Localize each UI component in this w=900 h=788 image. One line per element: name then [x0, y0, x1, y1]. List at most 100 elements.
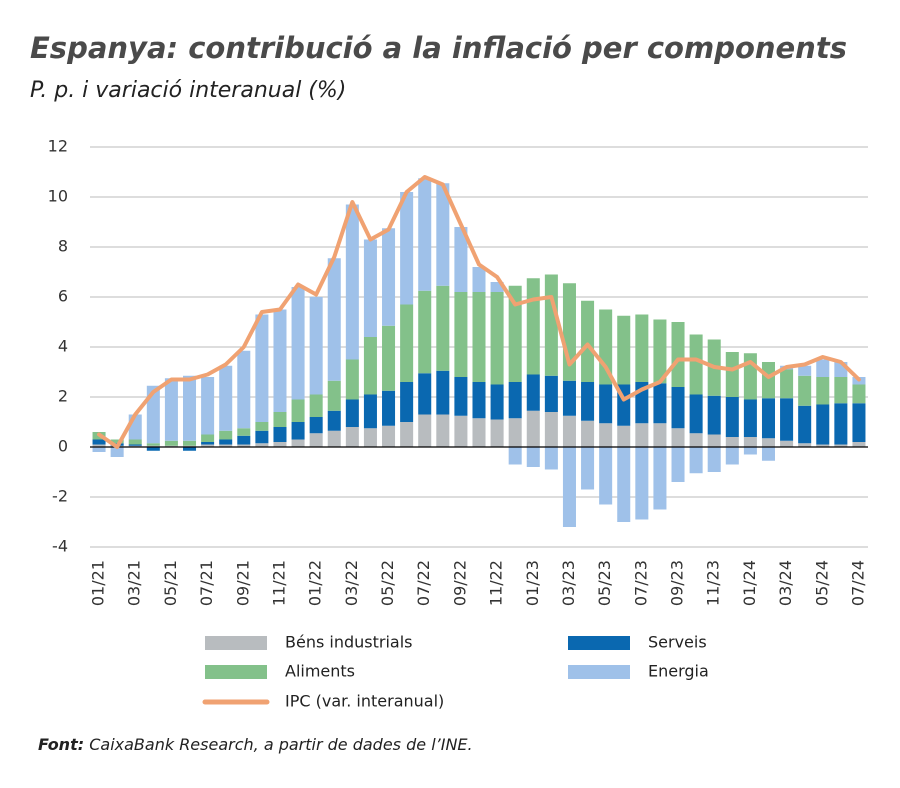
legend-label: IPC (var. interanual): [285, 692, 444, 711]
bar-segment: [110, 439, 124, 444]
bar-segment: [418, 373, 432, 415]
source-text: CaixaBank Research, a partir de dades de…: [89, 735, 472, 754]
bar-segment: [834, 403, 848, 445]
bar-segment: [526, 447, 540, 467]
bar-segment: [707, 447, 721, 472]
bar-segment: [382, 390, 396, 426]
bar-segment: [816, 444, 830, 447]
bar-segment: [201, 377, 215, 435]
bar-segment: [635, 423, 649, 447]
bar-segment: [816, 359, 830, 377]
source: Font: CaixaBank Research, a partir de da…: [38, 735, 473, 754]
y-tick-label: 6: [58, 287, 68, 306]
bar-segment: [581, 420, 595, 447]
x-tick-label: 09/21: [233, 560, 252, 606]
bar-segment: [671, 387, 685, 429]
x-tick-label: 07/22: [414, 560, 433, 606]
bar-segment: [273, 427, 287, 442]
bar-segment: [834, 444, 848, 447]
bar-segment: [725, 397, 739, 437]
bar-segment: [526, 278, 540, 375]
bar-segment: [761, 398, 776, 439]
bar-segment: [291, 287, 305, 400]
bar-segment: [255, 314, 269, 422]
bar-segment: [544, 412, 558, 447]
bar-segment: [490, 292, 504, 385]
bar-segment: [273, 412, 287, 427]
bar-segment: [508, 418, 522, 447]
bar-segment: [852, 384, 866, 404]
bar-segment: [761, 438, 776, 447]
bar-segment: [92, 439, 106, 445]
bar-segment: [725, 447, 739, 465]
x-tick-label: 05/23: [595, 560, 614, 606]
bar-segment: [798, 405, 812, 444]
bar-segment: [327, 430, 341, 447]
bar-segment: [237, 435, 251, 445]
bar-segment: [725, 437, 739, 447]
bar-segment: [490, 419, 504, 447]
bar-segment: [345, 359, 359, 400]
bar-segment: [653, 319, 667, 384]
bar-segment: [418, 178, 432, 291]
bar-segment: [490, 384, 504, 420]
y-tick-label: 2: [58, 387, 68, 406]
bar-segment: [436, 183, 450, 286]
bar-segment: [689, 334, 703, 395]
bar-segment: [454, 227, 468, 292]
legend-swatch: [568, 665, 630, 679]
bar-segment: [526, 410, 540, 447]
bar-segment: [255, 422, 269, 431]
y-tick-label: 8: [58, 237, 68, 256]
bar-segment: [671, 447, 685, 482]
bar-segment: [436, 414, 450, 447]
bar-segment: [92, 444, 106, 447]
bar-segment: [761, 447, 776, 461]
bar-segment: [472, 267, 486, 292]
bar-segment: [110, 447, 124, 457]
x-tick-label: 11/23: [704, 560, 723, 606]
bar-segment: [454, 292, 468, 377]
bar-segment: [400, 192, 414, 305]
bar-segment: [599, 423, 613, 447]
bar-segment: [581, 382, 595, 421]
bar-segment: [436, 370, 450, 415]
bar-segment: [798, 443, 812, 447]
bar-segment: [219, 444, 233, 447]
bar-segment: [508, 382, 522, 419]
bar-segment: [219, 365, 233, 431]
bar-segment: [345, 427, 359, 447]
legend-label: Energia: [648, 662, 709, 681]
bar-segment: [508, 447, 522, 465]
bar-segment: [182, 447, 197, 451]
x-tick-label: 07/24: [848, 560, 867, 606]
y-tick-label: 4: [58, 337, 68, 356]
bar-segment: [201, 434, 215, 442]
bar-segment: [635, 447, 649, 520]
bar-segment: [454, 415, 468, 447]
bar-segment: [273, 442, 287, 447]
bar-segment: [780, 398, 794, 441]
bar-segment: [472, 418, 486, 447]
legend-label: Aliments: [285, 662, 355, 681]
bar-segment: [291, 439, 305, 447]
bar-segment: [219, 439, 233, 445]
bar-segment: [400, 422, 414, 447]
bar-segment: [400, 304, 414, 382]
bar-segment: [309, 297, 323, 395]
y-tick-label: 12: [48, 137, 68, 156]
legend-swatch: [568, 636, 630, 650]
bar-segment: [689, 433, 703, 447]
bar-segment: [490, 282, 504, 292]
bar-segment: [544, 274, 558, 376]
bar-segment: [562, 380, 576, 416]
bar-segment: [237, 428, 251, 436]
x-tick-label: 07/23: [631, 560, 650, 606]
bar-segment: [743, 399, 757, 437]
bar-segment: [146, 447, 160, 451]
bar-segment: [164, 445, 178, 447]
bar-segment: [635, 314, 649, 382]
bar-segment: [273, 309, 287, 412]
bar-segment: [164, 378, 178, 441]
bar-segment: [454, 377, 468, 416]
